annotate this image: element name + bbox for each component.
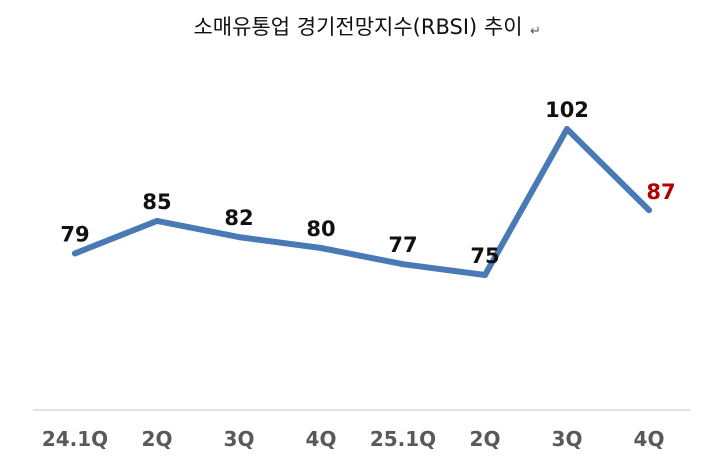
data-label: 85 <box>142 190 171 214</box>
data-label: 79 <box>60 222 89 246</box>
data-point <box>154 217 160 224</box>
series-layer <box>72 126 652 278</box>
data-label: 77 <box>388 233 417 257</box>
data-point <box>72 250 78 257</box>
x-tick-label: 3Q <box>552 427 583 451</box>
x-tick-label: 24.1Q <box>42 427 108 451</box>
data-label-layer: 79 85 82 80 77 75 102 87 <box>60 98 675 268</box>
data-point <box>646 207 652 214</box>
x-tick-label: 3Q <box>224 427 255 451</box>
data-label: 80 <box>306 217 335 241</box>
x-tick-label: 25.1Q <box>370 427 436 451</box>
x-tick-label: 4Q <box>306 427 337 451</box>
data-point <box>236 234 242 241</box>
series-line <box>72 126 652 278</box>
x-tick-label: 2Q <box>142 427 173 451</box>
data-label: 87 <box>646 180 675 204</box>
data-point <box>482 272 488 278</box>
data-point <box>400 261 406 268</box>
data-point <box>318 245 324 251</box>
data-label: 102 <box>545 98 589 122</box>
data-label: 75 <box>470 244 499 268</box>
data-label: 82 <box>224 206 253 230</box>
x-tick-layer: 24.1Q 2Q 3Q 4Q 25.1Q 2Q 3Q 4Q <box>42 427 665 451</box>
x-tick-label: 2Q <box>470 427 501 451</box>
title-return-mark: ↵ <box>530 24 541 39</box>
x-tick-label: 4Q <box>634 427 665 451</box>
data-point <box>564 126 570 132</box>
chart-title: 소매유통업 경기전망지수(RBSI) 추이 <box>193 15 522 39</box>
